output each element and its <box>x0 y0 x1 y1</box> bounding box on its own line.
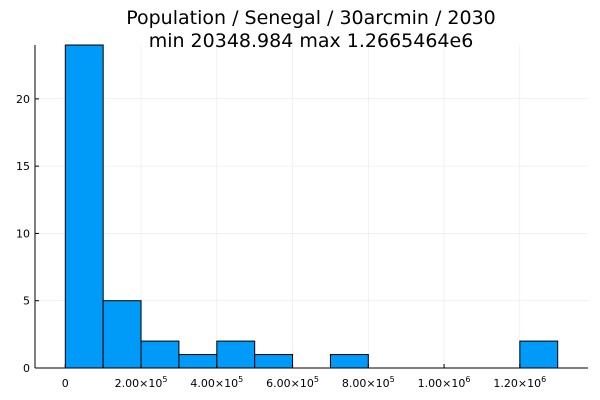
histogram-bar <box>140 340 180 369</box>
x-tick-label: 2.00×105 <box>115 375 168 390</box>
axes <box>34 45 588 369</box>
histogram-bars <box>64 44 559 369</box>
histogram-bar <box>519 340 559 369</box>
x-tick-labels: 0 2.00×105 4.00×105 6.00×105 8.00×105 1.00×10… <box>62 375 546 390</box>
chart-subtitle: min 20348.984 max 1.2665464e6 <box>149 30 474 52</box>
histogram-bar <box>329 354 369 369</box>
y-tick-label: 20 <box>16 93 30 106</box>
y-tick-label: 0 <box>23 362 30 375</box>
chart-title: Population / Senegal / 30arcmin / 2030 <box>126 7 496 29</box>
grid-lines <box>35 45 588 369</box>
histogram-bar <box>216 340 256 369</box>
x-tick-label: 6.00×105 <box>266 375 319 390</box>
y-tick-label: 5 <box>23 295 30 308</box>
y-tick-labels: 0 5 10 15 20 <box>16 93 30 375</box>
x-tick-label: 1.20×106 <box>493 375 546 390</box>
y-tick-label: 10 <box>16 227 30 240</box>
x-tick-label: 4.00×105 <box>190 375 243 390</box>
x-tick-label: 1.00×106 <box>418 375 471 390</box>
histogram-bar <box>178 354 218 369</box>
x-tick-label: 8.00×105 <box>342 375 395 390</box>
histogram-bar <box>102 300 142 369</box>
histogram-bar <box>254 354 294 369</box>
histogram-bar <box>64 44 104 369</box>
x-tick-label: 0 <box>62 377 69 390</box>
y-tick-label: 15 <box>16 160 30 173</box>
